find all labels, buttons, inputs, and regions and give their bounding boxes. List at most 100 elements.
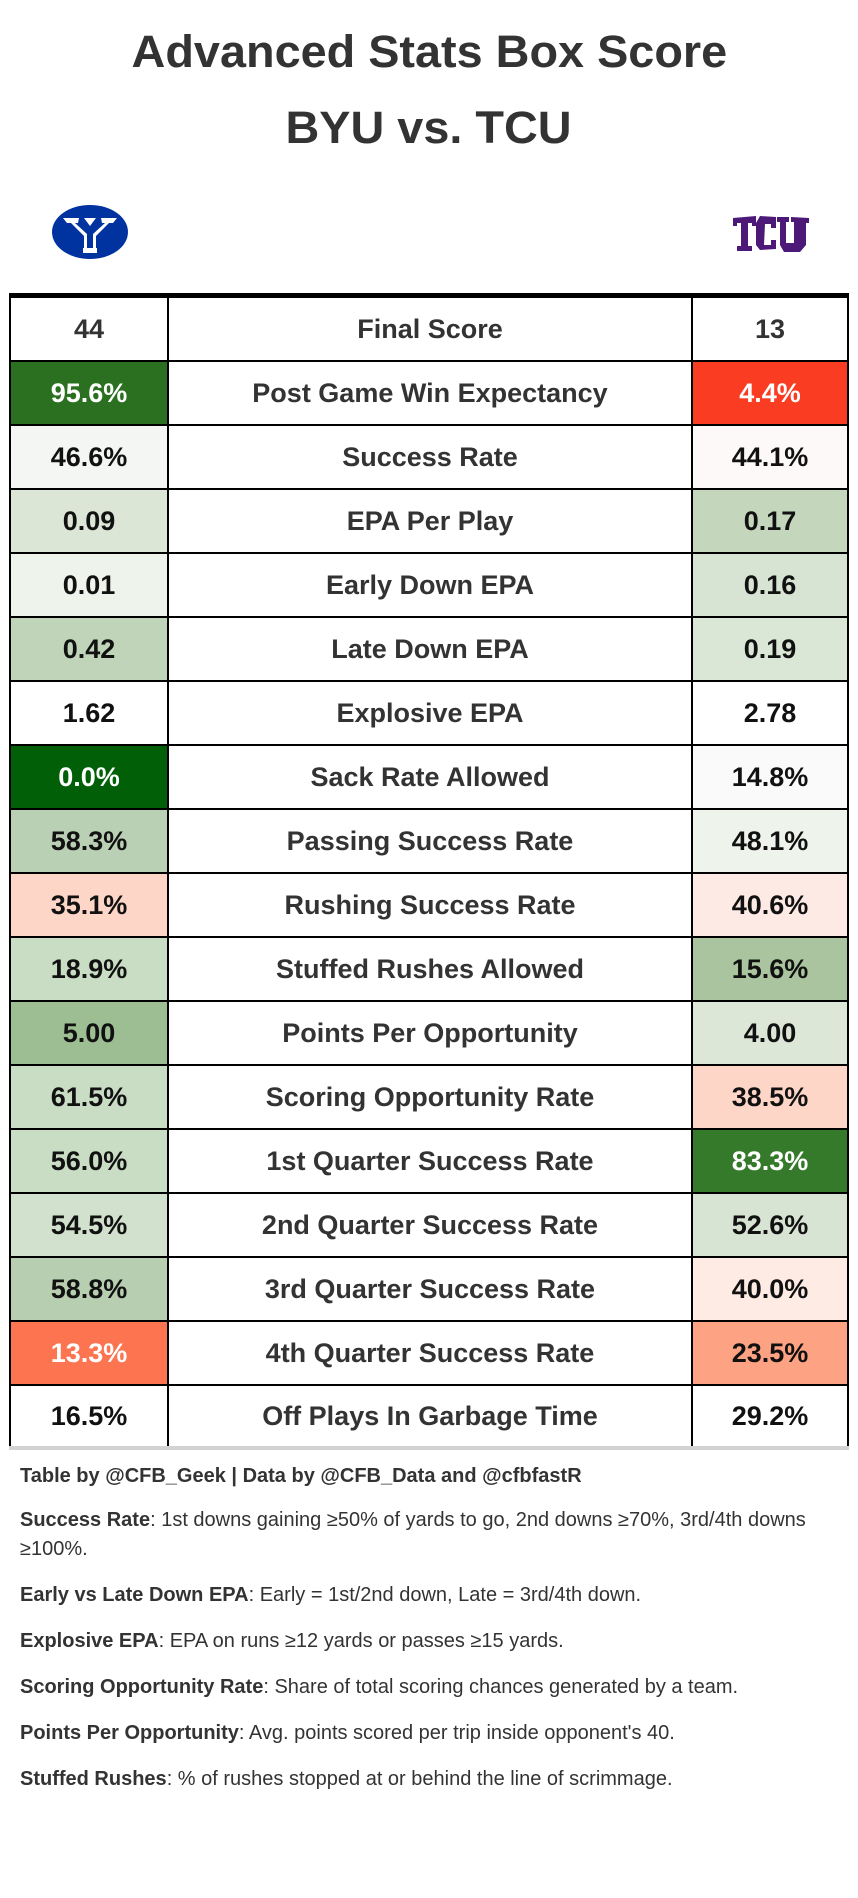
stat-label-cell: 4th Quarter Success Rate	[169, 1322, 691, 1384]
stat-label-cell: Early Down EPA	[169, 554, 691, 616]
table-row: 13.3% 4th Quarter Success Rate 23.5%	[9, 1322, 849, 1386]
stat-label-cell: Stuffed Rushes Allowed	[169, 938, 691, 1000]
table-row: 0.09 EPA Per Play 0.17	[9, 490, 849, 554]
footer: Table by @CFB_Geek | Data by @CFB_Data a…	[20, 1462, 840, 1811]
stat-label-cell: Explosive EPA	[169, 682, 691, 744]
byu-value-cell: 35.1%	[9, 874, 169, 936]
tcu-value-cell: 52.6%	[691, 1194, 849, 1256]
matchup-subtitle: BYU vs. TCU	[0, 102, 858, 154]
byu-value-cell: 0.01	[9, 554, 169, 616]
footnote-text: : Share of total scoring chances generat…	[263, 1676, 739, 1698]
tcu-value-cell: 23.5%	[691, 1322, 849, 1384]
footnote-text: : % of rushes stopped at or behind the l…	[166, 1768, 673, 1790]
footnote-term: Early vs Late Down EPA	[20, 1584, 249, 1606]
byu-value-cell: 16.5%	[9, 1386, 169, 1446]
byu-value-cell: 0.09	[9, 490, 169, 552]
byu-value-cell: 54.5%	[9, 1194, 169, 1256]
footnote-term: Scoring Opportunity Rate	[20, 1676, 264, 1698]
table-row: 58.3% Passing Success Rate 48.1%	[9, 810, 849, 874]
footnote: Explosive EPA: EPA on runs ≥12 yards or …	[20, 1627, 840, 1656]
footnote-text: : Avg. points scored per trip inside opp…	[238, 1722, 675, 1744]
tcu-logo-icon	[733, 216, 809, 252]
tcu-value-cell: 14.8%	[691, 746, 849, 808]
byu-value-cell: 0.0%	[9, 746, 169, 808]
stat-label-cell: Final Score	[169, 298, 691, 360]
byu-value-cell: 18.9%	[9, 938, 169, 1000]
byu-value-cell: 0.42	[9, 618, 169, 680]
stat-label-cell: Post Game Win Expectancy	[169, 362, 691, 424]
page-title-text: Advanced Stats Box Score	[131, 26, 727, 77]
byu-value-cell: 56.0%	[9, 1130, 169, 1192]
footnote-term: Success Rate	[20, 1509, 151, 1531]
footnote: Points Per Opportunity: Avg. points scor…	[20, 1719, 840, 1748]
table-row: 5.00 Points Per Opportunity 4.00	[9, 1002, 849, 1066]
byu-value-cell: 44	[9, 298, 169, 360]
tcu-value-cell: 13	[691, 298, 849, 360]
tcu-value-cell: 0.16	[691, 554, 849, 616]
table-row: 35.1% Rushing Success Rate 40.6%	[9, 874, 849, 938]
footnote-term: Stuffed Rushes	[20, 1768, 167, 1790]
table-row: 1.62 Explosive EPA 2.78	[9, 682, 849, 746]
stat-label-cell: 3rd Quarter Success Rate	[169, 1258, 691, 1320]
tcu-value-cell: 4.00	[691, 1002, 849, 1064]
matchup-subtitle-text: BYU vs. TCU	[285, 102, 573, 153]
byu-value-cell: 58.8%	[9, 1258, 169, 1320]
stat-label-cell: Sack Rate Allowed	[169, 746, 691, 808]
byu-value-cell: 58.3%	[9, 810, 169, 872]
stat-label-cell: Late Down EPA	[169, 618, 691, 680]
footnote: Stuffed Rushes: % of rushes stopped at o…	[20, 1765, 840, 1794]
byu-value-cell: 13.3%	[9, 1322, 169, 1384]
tcu-value-cell: 29.2%	[691, 1386, 849, 1446]
table-row: 46.6% Success Rate 44.1%	[9, 426, 849, 490]
footnote: Early vs Late Down EPA: Early = 1st/2nd …	[20, 1581, 840, 1610]
byu-value-cell: 1.62	[9, 682, 169, 744]
table-row: 58.8% 3rd Quarter Success Rate 40.0%	[9, 1258, 849, 1322]
footnote-term: Explosive EPA	[20, 1630, 159, 1652]
tcu-value-cell: 4.4%	[691, 362, 849, 424]
table-row: 16.5% Off Plays In Garbage Time 29.2%	[9, 1386, 849, 1450]
stat-label-cell: Success Rate	[169, 426, 691, 488]
tcu-value-cell: 2.78	[691, 682, 849, 744]
byu-logo-icon	[52, 205, 128, 259]
byu-value-cell: 61.5%	[9, 1066, 169, 1128]
stat-label-cell: Scoring Opportunity Rate	[169, 1066, 691, 1128]
footnote-term: Points Per Opportunity	[20, 1722, 239, 1744]
tcu-value-cell: 48.1%	[691, 810, 849, 872]
stat-label-cell: Points Per Opportunity	[169, 1002, 691, 1064]
stat-label-cell: Off Plays In Garbage Time	[169, 1386, 691, 1446]
table-row: 54.5% 2nd Quarter Success Rate 52.6%	[9, 1194, 849, 1258]
byu-value-cell: 95.6%	[9, 362, 169, 424]
tcu-value-cell: 83.3%	[691, 1130, 849, 1192]
stat-label-cell: Rushing Success Rate	[169, 874, 691, 936]
footnote: Success Rate: 1st downs gaining ≥50% of …	[20, 1506, 840, 1564]
footnote-text: : 1st downs gaining ≥50% of yards to go,…	[20, 1509, 806, 1560]
tcu-value-cell: 0.17	[691, 490, 849, 552]
tcu-value-cell: 44.1%	[691, 426, 849, 488]
table-row: 0.01 Early Down EPA 0.16	[9, 554, 849, 618]
stat-label-cell: 2nd Quarter Success Rate	[169, 1194, 691, 1256]
footnotes: Success Rate: 1st downs gaining ≥50% of …	[20, 1506, 840, 1794]
table-row: 18.9% Stuffed Rushes Allowed 15.6%	[9, 938, 849, 1002]
footnote-text: : Early = 1st/2nd down, Late = 3rd/4th d…	[248, 1584, 642, 1606]
table-row: 0.0% Sack Rate Allowed 14.8%	[9, 746, 849, 810]
page-title: Advanced Stats Box Score	[0, 26, 858, 78]
footnote: Scoring Opportunity Rate: Share of total…	[20, 1673, 840, 1702]
tcu-value-cell: 40.0%	[691, 1258, 849, 1320]
stats-table: 44 Final Score 13 95.6% Post Game Win Expect…	[9, 293, 849, 1450]
byu-value-cell: 5.00	[9, 1002, 169, 1064]
table-row: 0.42 Late Down EPA 0.19	[9, 618, 849, 682]
table-row: 61.5% Scoring Opportunity Rate 38.5%	[9, 1066, 849, 1130]
tcu-value-cell: 15.6%	[691, 938, 849, 1000]
tcu-value-cell: 38.5%	[691, 1066, 849, 1128]
table-row: 95.6% Post Game Win Expectancy 4.4%	[9, 362, 849, 426]
source-credit: Table by @CFB_Geek | Data by @CFB_Data a…	[20, 1465, 582, 1487]
byu-value-cell: 46.6%	[9, 426, 169, 488]
stat-label-cell: 1st Quarter Success Rate	[169, 1130, 691, 1192]
stat-label-cell: EPA Per Play	[169, 490, 691, 552]
stat-label-cell: Passing Success Rate	[169, 810, 691, 872]
footnote-text: : EPA on runs ≥12 yards or passes ≥15 ya…	[158, 1630, 564, 1652]
tcu-value-cell: 40.6%	[691, 874, 849, 936]
tcu-value-cell: 0.19	[691, 618, 849, 680]
table-row: 56.0% 1st Quarter Success Rate 83.3%	[9, 1130, 849, 1194]
table-header-row: 44 Final Score 13	[9, 298, 849, 362]
